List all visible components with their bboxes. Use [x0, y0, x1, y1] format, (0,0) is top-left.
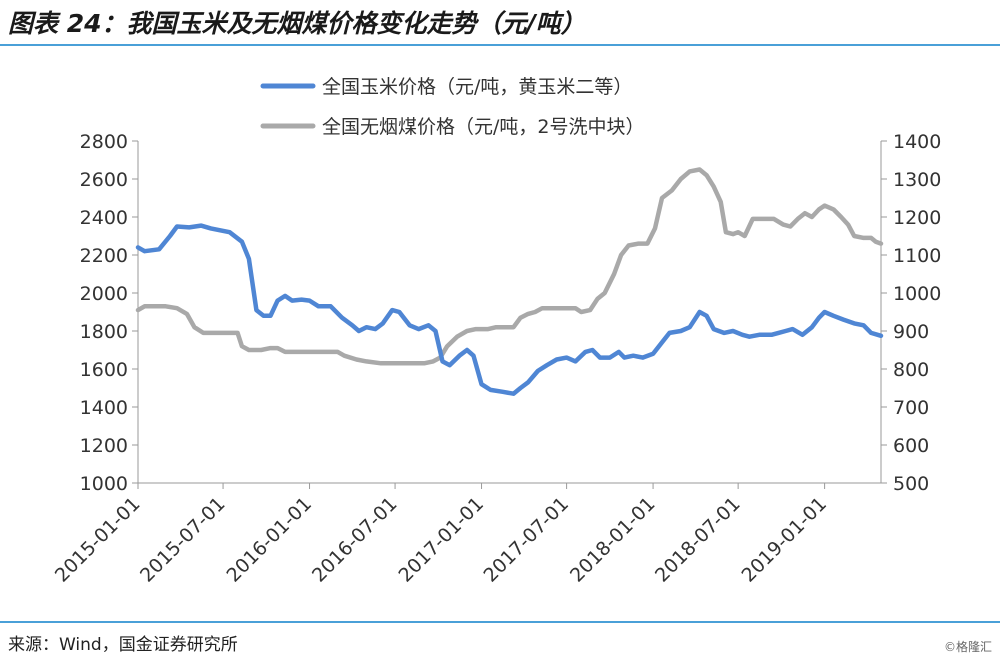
right-y-tick-label: 500 — [893, 473, 929, 495]
left-y-tick-label: 2400 — [80, 207, 128, 229]
left-y-tick-label: 2600 — [80, 169, 128, 191]
right-y-tick-label: 700 — [893, 397, 929, 419]
x-tick-label: 2017-07-01 — [479, 493, 573, 587]
legend: 全国玉米价格（元/吨，黄玉米二等） 全国无烟煤价格（元/吨，2号洗中块） — [260, 76, 645, 138]
left-y-tick-label: 2000 — [80, 283, 128, 305]
x-tick-label: 2019-01-01 — [738, 493, 832, 587]
x-tick-label: 2015-01-01 — [51, 493, 145, 587]
title-divider — [0, 44, 1000, 46]
chart-title: 图表 24：我国玉米及无烟煤价格变化走势（元/吨） — [8, 9, 586, 38]
x-tick-label: 2017-01-01 — [394, 493, 488, 587]
right-y-tick-label: 600 — [893, 435, 929, 457]
legend-label: 全国无烟煤价格（元/吨，2号洗中块） — [322, 116, 645, 138]
right-y-tick-label: 900 — [893, 321, 929, 343]
source-note: 来源：Wind，国金证券研究所 — [8, 635, 238, 655]
right-y-tick-label: 1400 — [893, 131, 941, 153]
x-tick-label: 2018-07-01 — [651, 493, 745, 587]
x-tick-label: 2015-07-01 — [136, 493, 230, 587]
chart-series — [135, 167, 884, 396]
right-y-tick-label: 1300 — [893, 169, 941, 191]
chart-axes: 1000 1200 1400 1600 1800 2000 2200 2400 2600 2800… — [51, 131, 941, 587]
x-tick-label: 2018-01-01 — [566, 493, 660, 587]
legend-label: 全国玉米价格（元/吨，黄玉米二等） — [322, 76, 632, 98]
right-y-tick-label: 1100 — [893, 245, 941, 267]
left-y-tick-label: 1200 — [80, 435, 128, 457]
anthracite-price-line — [135, 167, 884, 366]
left-y-tick-label: 1800 — [80, 321, 128, 343]
right-y-tick-label: 1200 — [893, 207, 941, 229]
left-y-tick-label: 2200 — [80, 245, 128, 267]
footer-divider — [0, 621, 1000, 623]
left-y-tick-label: 1000 — [80, 473, 128, 495]
corn-price-line — [135, 223, 884, 396]
x-tick-label: 2016-07-01 — [308, 493, 402, 587]
x-tick-label: 2016-01-01 — [222, 493, 316, 587]
watermark: ©格隆汇 — [943, 640, 992, 654]
left-y-tick-label: 1600 — [80, 359, 128, 381]
left-y-tick-label: 1400 — [80, 397, 128, 419]
right-y-tick-label: 800 — [893, 359, 929, 381]
right-y-tick-label: 1000 — [893, 283, 941, 305]
left-y-tick-label: 2800 — [80, 131, 128, 153]
